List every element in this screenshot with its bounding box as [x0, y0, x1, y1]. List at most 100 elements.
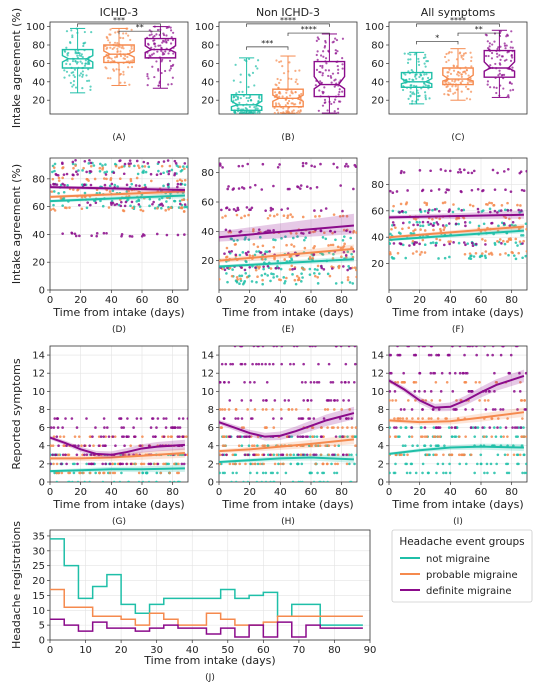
data-point-I	[441, 462, 445, 466]
data-point-G	[75, 426, 79, 429]
data-point-C	[420, 74, 423, 77]
data-point-E	[323, 231, 326, 235]
data-point-D	[130, 182, 134, 186]
data-point-E	[269, 209, 273, 212]
ytick-label-I: 4	[378, 441, 384, 452]
data-point-C	[484, 33, 487, 36]
data-point-F	[445, 224, 448, 227]
data-point-C	[453, 80, 456, 83]
data-point-G	[162, 462, 165, 466]
data-point-D	[95, 232, 99, 235]
box-A-2	[103, 44, 135, 64]
data-point-D	[122, 172, 126, 176]
data-point-F	[400, 210, 404, 213]
data-point-G	[65, 462, 68, 466]
data-point-H	[229, 362, 232, 366]
data-point-H	[336, 426, 340, 429]
data-point-G	[137, 471, 141, 475]
data-point-C	[411, 78, 414, 81]
data-point-H	[346, 426, 349, 429]
data-point-E	[227, 250, 231, 254]
data-point-H	[300, 462, 304, 466]
plot-area-H	[219, 346, 357, 482]
data-point-G	[108, 471, 112, 475]
ytick-label-A: 100	[26, 22, 45, 33]
data-point-I	[493, 390, 496, 393]
data-point-C	[509, 46, 512, 49]
data-point-D	[74, 164, 77, 167]
data-point-I	[398, 353, 402, 357]
data-point-F	[401, 243, 405, 247]
data-point-F	[448, 255, 451, 259]
data-point-E	[261, 162, 265, 166]
data-point-B	[333, 110, 336, 113]
ytick-label-B: 100	[195, 22, 214, 33]
data-point-E	[272, 229, 275, 232]
data-point-E	[224, 214, 227, 218]
data-point-H	[354, 426, 357, 429]
legend-label-1: not migraine	[426, 554, 490, 565]
data-point-E	[327, 244, 330, 247]
data-point-I	[435, 471, 438, 475]
data-point-D	[183, 233, 186, 236]
ytick-label-H: 6	[208, 423, 214, 434]
data-point-A	[151, 53, 154, 56]
data-point-G	[64, 453, 67, 457]
data-point-H	[321, 462, 325, 466]
data-point-I	[402, 371, 405, 375]
data-point-G	[53, 417, 57, 420]
data-point-B	[256, 67, 259, 70]
data-point-F	[434, 244, 438, 247]
xtick-label-J: 10	[79, 645, 92, 656]
data-point-H	[219, 471, 221, 475]
data-point-C	[498, 54, 501, 57]
ytick-label-J: 5	[39, 621, 45, 632]
data-point-C	[494, 62, 497, 66]
data-point-H	[353, 346, 357, 348]
data-point-B	[290, 90, 293, 93]
data-point-H	[238, 462, 242, 466]
data-point-H	[240, 426, 244, 429]
data-point-B	[232, 79, 235, 82]
data-point-I	[394, 399, 398, 402]
data-point-F	[444, 169, 447, 173]
data-point-G	[94, 471, 97, 475]
data-point-F	[431, 241, 435, 244]
data-point-H	[221, 444, 225, 448]
data-point-C	[507, 96, 510, 99]
data-point-I	[516, 408, 519, 411]
data-point-G	[102, 471, 106, 475]
data-point-E	[241, 164, 244, 168]
data-point-D	[164, 209, 168, 212]
data-point-I	[516, 346, 519, 348]
ytick-label-J: 15	[32, 591, 45, 602]
data-point-C	[416, 98, 420, 101]
data-point-D	[167, 206, 170, 209]
data-point-D	[153, 206, 157, 210]
data-point-D	[139, 208, 143, 212]
data-point-F	[443, 226, 446, 229]
data-point-H	[336, 399, 339, 402]
data-point-B	[320, 81, 323, 84]
data-point-C	[496, 55, 499, 58]
data-point-D	[108, 190, 112, 193]
data-point-D	[127, 162, 131, 166]
xtick-label-G: 60	[136, 487, 149, 498]
data-point-B	[319, 80, 322, 83]
data-point-I	[486, 353, 489, 357]
data-point-D	[118, 177, 122, 180]
data-point-A	[65, 30, 69, 33]
data-point-A	[107, 39, 110, 42]
data-point-I	[522, 453, 526, 457]
data-point-B	[336, 72, 340, 75]
data-point-F	[511, 251, 514, 255]
data-point-H	[272, 417, 275, 420]
data-point-E	[277, 266, 280, 270]
data-point-D	[138, 205, 142, 208]
data-point-H	[248, 435, 251, 438]
data-point-G	[51, 444, 55, 448]
data-point-H	[234, 417, 237, 420]
data-point-B	[338, 88, 341, 91]
data-point-C	[460, 54, 463, 57]
data-point-F	[519, 170, 523, 173]
